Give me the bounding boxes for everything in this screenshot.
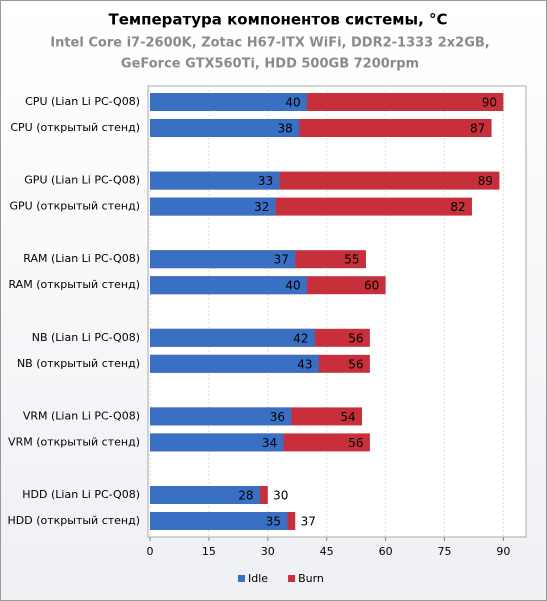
y-tick-label: GPU (Lian Li PC-Q08): [24, 174, 140, 187]
bar: [150, 328, 315, 347]
value-label: 55: [344, 253, 359, 267]
y-tick-label: HDD (открытый стенд): [8, 514, 141, 527]
bar: [150, 119, 300, 137]
y-tick-label: RAM (Lian Li PC-Q08): [23, 252, 140, 265]
x-tick-label: 90: [496, 545, 510, 558]
x-tick-label: 15: [202, 545, 216, 558]
y-tick-label: CPU (открытый стенд): [10, 121, 140, 134]
y-tick-label: RAM (открытый стенд): [8, 278, 140, 291]
value-label: 42: [293, 331, 308, 345]
value-label: 40: [285, 96, 300, 110]
y-tick-label: HDD (Lian Li PC-Q08): [22, 488, 140, 501]
legend-label: Idle: [248, 572, 268, 585]
x-tick-label: 0: [147, 545, 154, 558]
chart-subtitle: Intel Core i7-2600K, Zotac H67-ITX WiFi,…: [50, 36, 489, 51]
value-label: 28: [238, 489, 253, 503]
value-label: 32: [254, 200, 269, 214]
value-label: 36: [270, 410, 285, 424]
legend-swatch: [238, 575, 245, 582]
value-label: 54: [340, 410, 355, 424]
value-label: 89: [478, 174, 493, 188]
x-tick-label: 45: [320, 545, 334, 558]
value-label: 40: [285, 279, 300, 293]
bar: [150, 486, 260, 504]
bar: [150, 250, 296, 269]
value-label: 37: [274, 253, 289, 267]
bar: [150, 354, 319, 373]
value-label: 56: [348, 331, 363, 345]
value-label: 60: [364, 279, 379, 293]
y-tick-label: NB (открытый стенд): [17, 357, 140, 370]
value-label: 56: [348, 436, 363, 450]
x-tick-label: 30: [261, 545, 275, 558]
bar: [150, 197, 276, 216]
bar: [150, 512, 288, 530]
bar: [150, 407, 292, 426]
chart-subtitle: GeForce GTX560Ti, HDD 500GB 7200rpm: [121, 57, 419, 72]
value-label: 87: [470, 122, 485, 136]
legend-swatch: [288, 575, 296, 582]
chart-title: Температура компонентов системы, °C: [108, 11, 447, 29]
plot-area: [147, 85, 527, 538]
value-label: 82: [450, 200, 465, 214]
value-label: 33: [258, 174, 273, 188]
value-label: 38: [278, 122, 293, 136]
x-tick-label: 60: [379, 545, 393, 558]
value-label: 43: [297, 357, 312, 371]
y-tick-label: VRM (открытый стенд): [8, 435, 140, 448]
bar: [150, 93, 308, 111]
bar: [150, 171, 280, 190]
bar: [150, 276, 308, 295]
value-label: 37: [301, 515, 316, 529]
legend-label: Burn: [298, 572, 324, 585]
value-label: 30: [273, 489, 288, 503]
bar: [150, 433, 284, 452]
x-tick-label: 75: [437, 545, 451, 558]
y-tick-label: VRM (Lian Li PC-Q08): [23, 409, 140, 422]
value-label: 90: [482, 96, 497, 110]
y-tick-label: GPU (открытый стенд): [10, 200, 141, 213]
value-label: 35: [266, 515, 281, 529]
y-tick-label: NB (Lian Li PC-Q08): [32, 331, 140, 344]
y-tick-label: CPU (Lian Li PC-Q08): [25, 95, 140, 108]
value-label: 56: [348, 357, 363, 371]
value-label: 34: [262, 436, 277, 450]
